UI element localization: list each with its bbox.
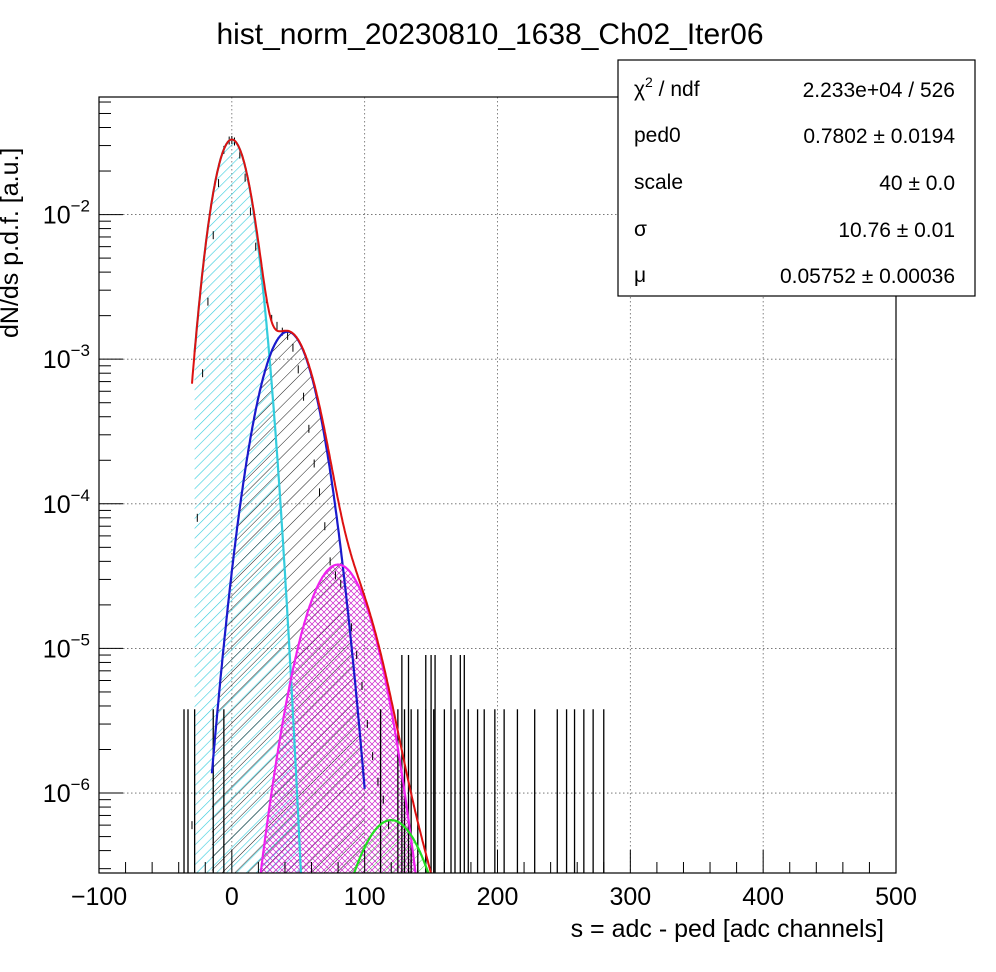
- total-fit-curve: [191, 138, 432, 873]
- stats-row-name: σ: [634, 218, 647, 241]
- stats-row-name: ped0: [634, 124, 681, 147]
- component-curve-4: [352, 819, 430, 873]
- component-fills: [194, 139, 429, 873]
- x-tick-label: −100: [71, 883, 127, 911]
- y-tick-label: 10−5: [43, 630, 90, 663]
- stats-row-value: 10.76 ± 0.01: [838, 219, 955, 242]
- stats-row-value: 2.233e+04 / 526: [803, 79, 955, 102]
- stats-row-name: μ: [634, 264, 646, 287]
- y-tick-label: 10−3: [43, 341, 90, 374]
- x-tick-label: 0: [225, 883, 239, 911]
- x-axis-label: s = adc - ped [adc channels]: [571, 915, 884, 943]
- y-tick-label: 10−4: [43, 486, 90, 519]
- stats-row-name: scale: [634, 171, 683, 194]
- x-tick-label: 100: [344, 883, 386, 911]
- x-tick-label: 200: [477, 883, 519, 911]
- y-tick-label: 10−6: [43, 775, 90, 808]
- axis-ticks: −100 0 100 200 300 400 500 10−2 10−3 10−4 10−5 10−6: [43, 101, 917, 911]
- stats-row-value: 0.7802 ± 0.0194: [803, 125, 955, 148]
- stats-row-value: 0.05752 ± 0.00036: [780, 265, 955, 288]
- x-tick-label: 500: [875, 883, 917, 911]
- x-tick-label: 400: [742, 883, 784, 911]
- data-points: [191, 135, 390, 830]
- y-axis-label: dN/ds p.d.f. [a.u.]: [0, 148, 24, 338]
- fit-curves: [191, 138, 432, 873]
- fit-stats-box: χ2 / ndf 2.233e+04 / 526 ped0 0.7802 ± 0.01…: [617, 59, 976, 297]
- stats-row-value: 40 ± 0.0: [879, 172, 955, 195]
- y-tick-label: 10−2: [43, 197, 90, 230]
- x-tick-label: 300: [609, 883, 651, 911]
- chart-title: hist_norm_20230810_1638_Ch02_Iter06: [216, 18, 763, 51]
- component-curve-3: [259, 563, 417, 873]
- stats-row-name: χ2 / ndf: [634, 74, 700, 101]
